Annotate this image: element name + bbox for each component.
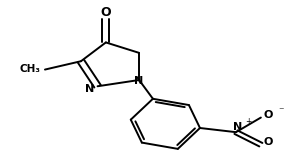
Text: O: O bbox=[263, 137, 272, 147]
Text: +: + bbox=[245, 117, 252, 126]
Text: O: O bbox=[100, 6, 111, 19]
Text: N: N bbox=[134, 76, 144, 86]
Text: O: O bbox=[263, 110, 272, 120]
Text: N: N bbox=[85, 84, 94, 94]
Text: ⁻: ⁻ bbox=[278, 106, 284, 116]
Text: CH₃: CH₃ bbox=[20, 64, 41, 74]
Text: N: N bbox=[233, 122, 242, 132]
